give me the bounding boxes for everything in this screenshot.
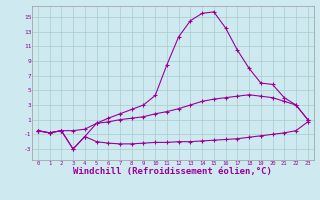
X-axis label: Windchill (Refroidissement éolien,°C): Windchill (Refroidissement éolien,°C) (73, 167, 272, 176)
